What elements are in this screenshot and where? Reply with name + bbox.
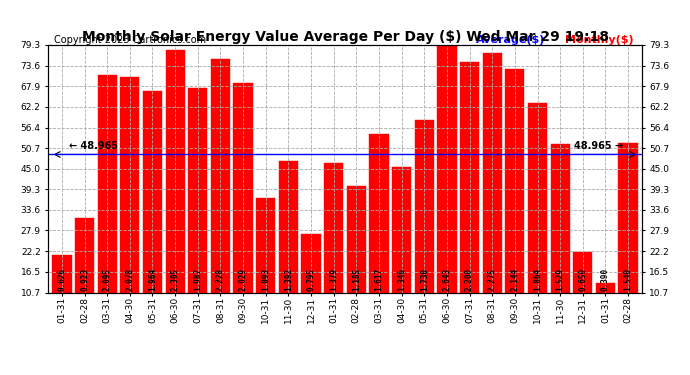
Text: 0.650: 0.650 (578, 268, 587, 291)
Text: 2.643: 2.643 (442, 268, 451, 291)
Bar (346, 186, 366, 331)
Bar (233, 83, 253, 331)
Text: Copyright 2023 Cartronics.com: Copyright 2023 Cartronics.com (55, 35, 206, 45)
Bar (460, 63, 479, 331)
Bar (256, 198, 275, 331)
Bar (482, 53, 502, 331)
Text: 1.730: 1.730 (420, 268, 428, 291)
Text: 1.185: 1.185 (352, 268, 361, 291)
Text: 2.095: 2.095 (103, 268, 112, 291)
Text: 1.617: 1.617 (375, 268, 384, 291)
Bar (302, 234, 321, 331)
Bar (97, 75, 117, 331)
Text: 1.346: 1.346 (397, 268, 406, 291)
Text: 0.626: 0.626 (57, 268, 66, 291)
Text: 1.529: 1.529 (555, 268, 564, 291)
Bar (392, 167, 411, 331)
Bar (279, 161, 298, 331)
Bar (120, 77, 139, 331)
Text: ← 48.965: ← 48.965 (69, 141, 118, 151)
Text: 2.305: 2.305 (170, 268, 179, 291)
Text: 2.228: 2.228 (216, 268, 225, 291)
Bar (75, 218, 94, 331)
Bar (618, 143, 638, 331)
Bar (188, 88, 208, 331)
Text: 0.390: 0.390 (601, 268, 610, 291)
Bar (505, 69, 524, 331)
Bar (415, 120, 434, 331)
Text: 1.093: 1.093 (262, 268, 270, 291)
Bar (528, 104, 547, 331)
Text: 1.392: 1.392 (284, 268, 293, 291)
Text: 2.275: 2.275 (488, 268, 497, 291)
Bar (437, 8, 457, 331)
Bar (166, 50, 185, 331)
Text: 0.923: 0.923 (80, 268, 89, 291)
Bar (211, 59, 230, 331)
Text: 1.964: 1.964 (148, 268, 157, 291)
Text: 1.540: 1.540 (624, 268, 633, 291)
Text: Average($): Average($) (475, 35, 545, 45)
Bar (369, 134, 388, 331)
Bar (551, 144, 570, 331)
Text: 1.864: 1.864 (533, 268, 542, 291)
Text: 0.795: 0.795 (306, 268, 315, 291)
Bar (143, 91, 162, 331)
Text: 2.029: 2.029 (239, 268, 248, 291)
Text: Monthly($): Monthly($) (564, 35, 633, 45)
Text: 48.965 →: 48.965 → (575, 141, 624, 151)
Bar (573, 252, 593, 331)
Bar (324, 163, 344, 331)
Bar (52, 255, 72, 331)
Bar (596, 284, 615, 331)
Text: 1.987: 1.987 (193, 268, 202, 291)
Title: Monthly Solar Energy Value Average Per Day ($) Wed Mar 29 19:18: Monthly Solar Energy Value Average Per D… (81, 30, 609, 44)
Text: 1.379: 1.379 (329, 268, 338, 291)
Text: 2.078: 2.078 (126, 268, 135, 291)
Text: 2.144: 2.144 (511, 268, 520, 291)
Text: 2.200: 2.200 (465, 268, 474, 291)
